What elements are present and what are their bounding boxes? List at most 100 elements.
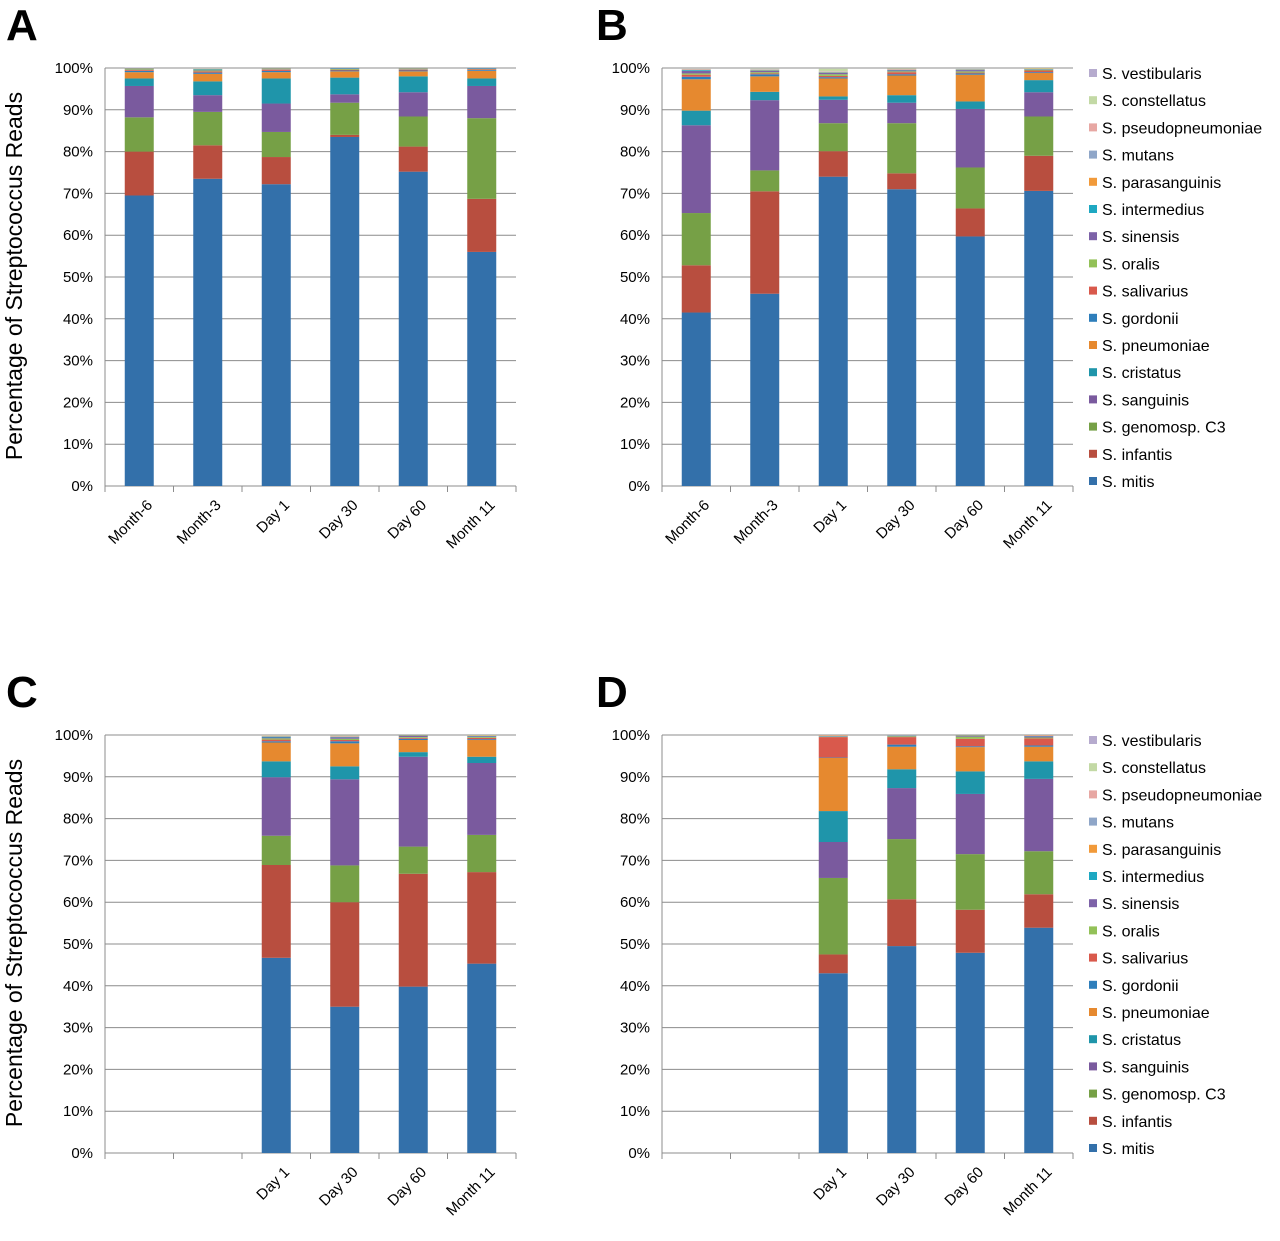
- x-category-label: Month-6: [662, 497, 713, 548]
- bar-segment: [330, 69, 360, 71]
- legend-swatch: [1089, 736, 1097, 744]
- y-tick-label: 50%: [620, 936, 650, 953]
- bar-segment: [887, 123, 917, 174]
- bar-segment: [1024, 80, 1054, 93]
- bar-segment: [955, 771, 985, 794]
- legend-swatch: [1089, 395, 1097, 404]
- legend-label: S. vestibularis: [1102, 733, 1202, 750]
- legend-label: S. gordonii: [1102, 978, 1179, 995]
- legend-swatch: [1089, 150, 1097, 159]
- bar-segment: [818, 757, 848, 812]
- bar-segment: [955, 236, 985, 486]
- y-tick-label: 30%: [620, 1020, 650, 1037]
- legend-swatch: [1089, 844, 1097, 853]
- bar-segment: [261, 103, 291, 132]
- bar-segment: [124, 72, 154, 79]
- y-tick-label: 20%: [63, 394, 93, 411]
- x-category-label: Month 11: [1000, 1164, 1055, 1219]
- legend-swatch: [1089, 872, 1097, 880]
- bar-segment: [330, 766, 360, 780]
- legend-swatch: [1089, 232, 1097, 241]
- bar-segment: [818, 973, 848, 1153]
- y-tick-label: 60%: [620, 894, 650, 911]
- bar-segment: [467, 737, 497, 738]
- bar-segment: [330, 902, 360, 1007]
- bar-segment: [261, 739, 291, 742]
- bar-segment: [124, 85, 154, 118]
- y-tick-label: 80%: [63, 144, 93, 161]
- y-tick-label: 0%: [628, 1145, 650, 1162]
- bar-segment: [124, 117, 154, 152]
- bar-segment: [818, 75, 848, 78]
- bar-segment: [887, 173, 917, 190]
- y-axis-label-top: Percentage of Streptococcus Reads: [1, 92, 27, 460]
- legend-swatch: [1089, 422, 1097, 431]
- bar-segment: [261, 761, 291, 778]
- x-category-label: Month-3: [174, 497, 225, 548]
- y-axis-label-bottom: Percentage of Streptococcus Reads: [1, 759, 27, 1127]
- bar-segment: [750, 170, 780, 192]
- bar-segment: [330, 1006, 360, 1153]
- bar-segment: [193, 71, 223, 73]
- y-tick-label: 0%: [71, 478, 93, 495]
- bar-segment: [261, 738, 291, 740]
- bar-segment: [887, 95, 917, 103]
- bar-segment: [398, 737, 428, 739]
- bar-segment: [887, 71, 917, 73]
- bar-segment: [398, 735, 428, 738]
- legend-bottom: S. vestibularis S. constellatus S. pseudop…: [1089, 733, 1262, 1158]
- bar-segment: [750, 73, 780, 75]
- panel-b-letter: B: [596, 1, 628, 50]
- legend-label: S. infantis: [1102, 1114, 1172, 1131]
- bar-segment: [330, 94, 360, 103]
- bar-segment: [261, 736, 291, 738]
- bar-segment: [681, 125, 711, 214]
- bar-segment: [398, 756, 428, 847]
- y-tick-label: 50%: [63, 269, 93, 286]
- x-category-label: Day 30: [316, 497, 362, 543]
- bar-segment: [1024, 736, 1054, 738]
- legend-swatch: [1089, 763, 1097, 772]
- bar-segment: [1024, 761, 1054, 779]
- bar-segment: [467, 737, 497, 740]
- bar-segment: [261, 69, 291, 71]
- y-tick-label: 80%: [63, 811, 93, 828]
- bar-segment: [887, 189, 917, 486]
- y-tick-label: 80%: [620, 144, 650, 161]
- bar-segment: [887, 839, 917, 900]
- bar-segment: [750, 100, 780, 171]
- bar-segment: [955, 736, 985, 739]
- bar-segment: [818, 96, 848, 100]
- y-tick-label: 90%: [620, 769, 650, 786]
- bar-segment: [330, 102, 360, 135]
- y-tick-label: 40%: [63, 311, 93, 328]
- bar-segment: [1024, 72, 1054, 74]
- y-tick-label: 40%: [620, 311, 650, 328]
- bar-segment: [467, 756, 497, 764]
- bar-segment: [1024, 894, 1054, 928]
- bar-segment: [681, 70, 711, 74]
- legend-swatch: [1089, 123, 1097, 132]
- legend-label: S. sinensis: [1102, 896, 1179, 913]
- legend-label: S. gordonii: [1102, 311, 1179, 328]
- bar-segment: [955, 747, 985, 772]
- bar-segment: [398, 171, 428, 486]
- bar-segment: [467, 198, 497, 252]
- y-tick-label: 50%: [63, 936, 93, 953]
- y-tick-label: 60%: [620, 227, 650, 244]
- y-tick-label: 20%: [63, 1061, 93, 1078]
- bar-segment: [193, 145, 223, 179]
- bar-segment: [398, 738, 428, 741]
- bar-segment: [398, 92, 428, 117]
- bar-segment: [330, 737, 360, 739]
- legend-swatch: [1089, 1035, 1097, 1044]
- bar-segment: [818, 737, 848, 758]
- bar-segment: [261, 957, 291, 1153]
- x-category-label: Day 60: [941, 1164, 987, 1210]
- x-category-label: Day 30: [873, 497, 919, 543]
- bar-segment: [330, 741, 360, 744]
- legend-label: S. sinensis: [1102, 229, 1179, 246]
- bar-segment: [955, 909, 985, 953]
- bar-segment: [887, 899, 917, 947]
- legend-swatch: [1089, 286, 1097, 295]
